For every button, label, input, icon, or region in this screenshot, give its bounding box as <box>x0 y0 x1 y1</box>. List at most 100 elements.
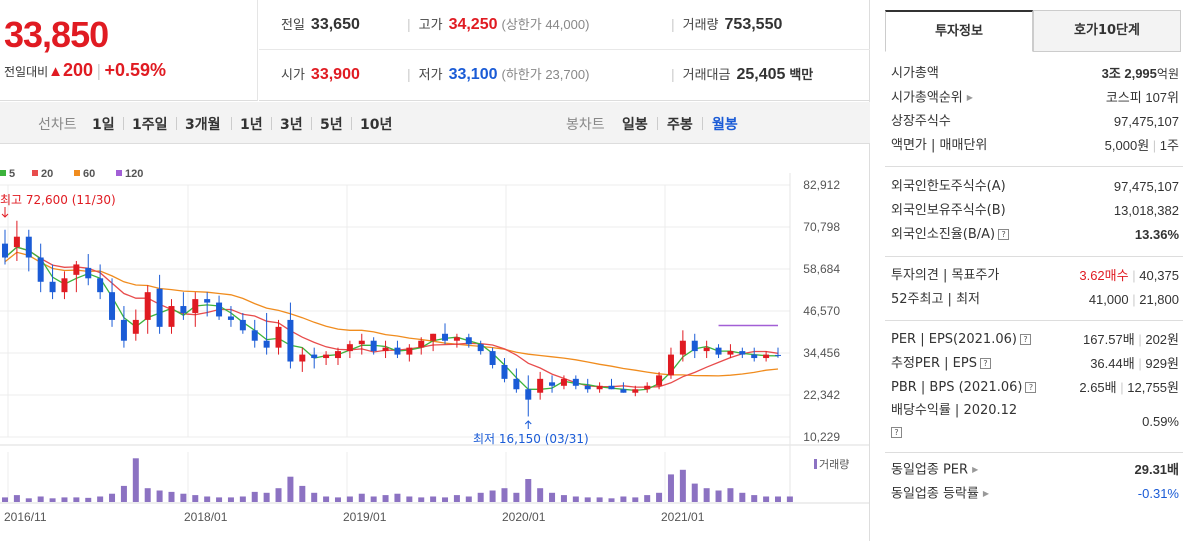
help-icon[interactable]: ? <box>891 427 902 438</box>
volume-bar <box>453 495 460 502</box>
sector-info: 동일업종 PER ▶ 29.31배 동일업종 등락률 ▶ -0.31% <box>891 458 1179 506</box>
volume: | 거래량 753,550 <box>671 16 783 33</box>
legend-label: 5 <box>9 168 15 180</box>
period-weekly[interactable]: 주봉 <box>667 117 693 133</box>
volume-bar <box>656 492 663 502</box>
candle-body <box>97 278 104 293</box>
volume-bar <box>120 485 127 502</box>
volume-bar <box>537 488 544 502</box>
opinion-info: 투자의견 | 목표주가 3.62매수 | 40,375 52주최고 | 최저 41,… <box>891 264 1179 312</box>
candle-body <box>132 319 139 334</box>
ma60-line <box>4 251 779 377</box>
y-tick-label: 58,684 <box>803 262 840 276</box>
candle-body <box>513 378 520 390</box>
pbr-row: PBR | BPS (2021.06)? 2.65배 | 12,755원 <box>891 380 1179 395</box>
period-bar: 선차트 1일 1주일 3개월 1년 3년 5년 10년 봉차트 일봉 주봉 월봉 <box>0 102 870 144</box>
volume-bar <box>775 496 781 502</box>
candle-body <box>715 347 722 355</box>
week52-row: 52주최고 | 최저 41,000 | 21,800 <box>891 292 1179 307</box>
candle-body <box>49 281 56 293</box>
candle-body <box>656 375 663 386</box>
sector-per-row[interactable]: 동일업종 PER ▶ 29.31배 <box>891 462 1179 478</box>
y-tick-label: 70,798 <box>803 220 840 234</box>
candle-body <box>596 385 603 390</box>
period-1w[interactable]: 1주일 <box>132 117 168 133</box>
volume-bar <box>204 496 211 502</box>
open-price: 시가 33,900 <box>281 66 360 83</box>
candle-body <box>323 354 330 359</box>
candle-body <box>156 288 163 327</box>
candle-body <box>251 330 258 341</box>
period-daily[interactable]: 일봉 <box>622 117 648 133</box>
candle-body <box>477 344 484 352</box>
period-1y[interactable]: 1년 <box>240 117 263 133</box>
opinion-row: 투자의견 | 목표주가 3.62매수 | 40,375 <box>891 268 1179 283</box>
volume-bar <box>751 495 758 502</box>
candle-body <box>430 333 437 341</box>
candle-body <box>608 385 615 390</box>
volume-bar <box>85 497 92 502</box>
candle-body <box>346 344 353 352</box>
volume-bar <box>786 496 793 502</box>
tab-invest-info[interactable]: 투자정보 <box>885 10 1033 52</box>
candle-body <box>739 351 746 355</box>
volume-bar <box>501 488 508 502</box>
change-row: 전일대비▲200 | +0.59% <box>4 60 166 81</box>
volume-bar <box>430 496 437 502</box>
volume-bar <box>560 495 567 502</box>
stock-chart: 82,912 70,798 58,684 46,570 34,456 22,342 10,2… <box>0 145 870 541</box>
candle-body <box>751 354 758 359</box>
volume-bar <box>584 497 591 502</box>
candle-body <box>287 319 294 362</box>
volume-bar <box>334 497 341 502</box>
volume-bar <box>608 498 615 502</box>
candle-body <box>239 319 246 331</box>
candle-body <box>85 267 92 279</box>
candle-body <box>13 236 20 248</box>
par-value-row: 액면가 | 매매단위 5,000원 | 1주 <box>891 138 1179 153</box>
period-monthly[interactable]: 월봉 <box>712 117 738 133</box>
volume-bar <box>216 497 223 502</box>
volume-bar <box>192 495 199 502</box>
market-cap-rank-row[interactable]: 시가총액순위 ▶ 코스피 107위 <box>891 90 1179 106</box>
volume-bar <box>73 497 80 502</box>
current-price: 33,850 <box>4 14 109 55</box>
foreign-info: 외국인한도주식수(A) 97,475,107 외국인보유주식수(B) 13,018,… <box>891 175 1179 247</box>
period-3m[interactable]: 3개월 <box>185 117 221 133</box>
candle-body <box>37 257 44 282</box>
est-per-row: 추정PER | EPS? 36.44배 | 929원 <box>891 356 1179 371</box>
info-tabs: 투자정보 호가10단계 <box>885 10 1182 53</box>
help-icon[interactable]: ? <box>1025 382 1037 393</box>
candle-body <box>691 340 698 352</box>
tab-order-book[interactable]: 호가10단계 <box>1033 10 1181 52</box>
period-10y[interactable]: 10년 <box>360 117 393 133</box>
volume-bar <box>2 497 8 502</box>
x-tick-label: 2016/11 <box>4 510 47 524</box>
volume-bar <box>275 488 282 502</box>
candle-body <box>61 278 68 293</box>
help-icon[interactable]: ? <box>998 229 1010 240</box>
period-3y[interactable]: 3년 <box>280 117 303 133</box>
per-row: PER | EPS(2021.06)? 167.57배 | 202원 <box>891 332 1179 347</box>
volume-bar <box>513 492 520 502</box>
candle-body <box>180 306 187 313</box>
period-5y[interactable]: 5년 <box>320 117 343 133</box>
x-tick-label: 2019/01 <box>343 510 387 524</box>
legend-label: 20 <box>41 168 53 180</box>
sector-rate-row[interactable]: 동일업종 등락률 ▶ -0.31% <box>891 486 1179 502</box>
low-price: | 저가 33,100 (하한가 23,700) <box>407 66 590 83</box>
volume-bar <box>739 492 746 502</box>
candle-body <box>465 337 472 345</box>
volume-bar <box>572 496 579 502</box>
candle-body <box>2 243 8 258</box>
candle-body <box>120 319 127 341</box>
help-icon[interactable]: ? <box>1019 334 1031 345</box>
candle-body <box>560 378 567 386</box>
volume-bar <box>251 491 258 502</box>
stats-row-2: 시가 33,900 | 저가 33,100 (하한가 23,700) | 거래대금 25,4… <box>259 50 870 100</box>
volume-bar <box>727 488 734 502</box>
volume-bar <box>632 497 639 502</box>
help-icon[interactable]: ? <box>979 358 991 369</box>
candle-body <box>204 299 211 303</box>
period-1d[interactable]: 1일 <box>92 117 115 133</box>
